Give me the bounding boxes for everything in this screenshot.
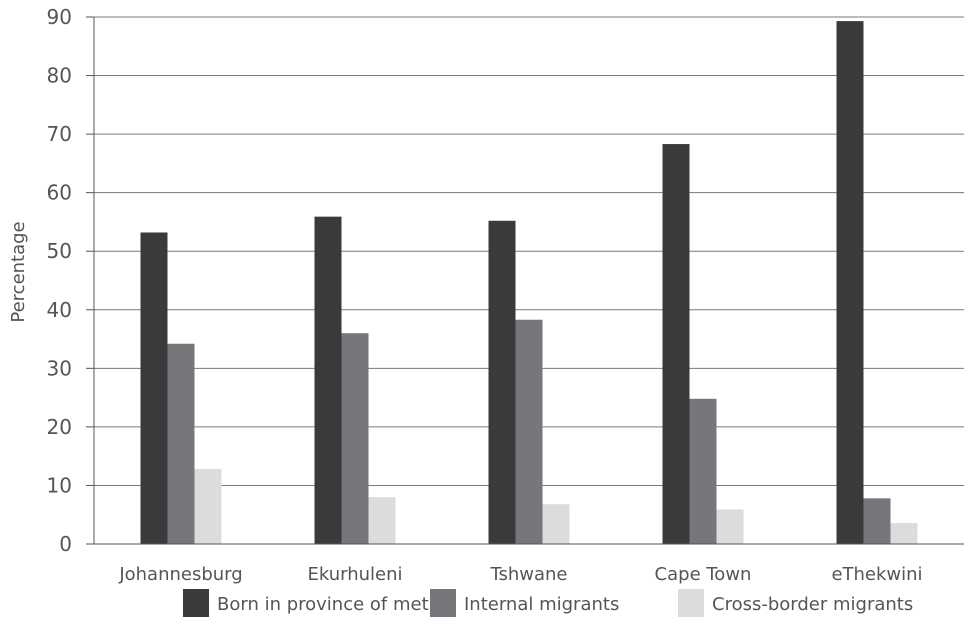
bar-ekurhuleni-series-2 [341, 333, 369, 544]
legend: Born in province of metro Internal migran… [183, 589, 913, 617]
y-axis-ticks: 0 10 20 30 40 50 60 70 80 90 [47, 5, 94, 556]
x-category-label: Johannesburg [118, 564, 242, 585]
y-tick-label: 90 [47, 5, 72, 29]
y-axis-title: Percentage [8, 221, 29, 322]
bar-ekurhuleni-series-1 [314, 216, 342, 544]
bar-johannesburg-series-3 [194, 469, 222, 544]
x-category-label: eThekwini [831, 564, 922, 585]
x-category-label: Tshwane [489, 564, 567, 585]
bar-cape-town-series-1 [662, 144, 690, 544]
x-category-label: Ekurhuleni [307, 564, 402, 585]
category-labels: Johannesburg Ekurhuleni Tshwane Cape Town eT… [118, 564, 922, 585]
bar-tshwane-series-2 [515, 319, 543, 544]
bar-ethekwini-series-2 [863, 498, 891, 544]
legend-label: Born in province of metro [217, 594, 447, 615]
legend-swatch [183, 589, 209, 617]
y-tick-label: 10 [47, 473, 72, 497]
y-tick-label: 20 [47, 415, 72, 439]
bar-ethekwini-series-1 [836, 21, 864, 545]
bars [140, 21, 918, 545]
y-tick-label: 0 [59, 532, 72, 556]
axes [93, 17, 964, 545]
bar-tshwane-series-3 [542, 504, 570, 544]
y-tick-label: 50 [47, 239, 72, 263]
bar-ethekwini-series-3 [890, 522, 918, 544]
bar-johannesburg-series-2 [167, 343, 195, 544]
bar-johannesburg-series-1 [140, 232, 168, 545]
bar-cape-town-series-2 [689, 398, 717, 544]
y-tick-label: 40 [47, 298, 72, 322]
y-tick-label: 70 [47, 122, 72, 146]
legend-swatch [678, 589, 704, 617]
bar-cape-town-series-3 [716, 509, 744, 544]
bar-ekurhuleni-series-3 [368, 497, 396, 544]
legend-label: Cross-border migrants [712, 594, 913, 615]
y-tick-label: 60 [47, 181, 72, 205]
legend-swatch [430, 589, 456, 617]
y-tick-label: 80 [47, 64, 72, 88]
bar-tshwane-series-1 [488, 220, 516, 545]
legend-label: Internal migrants [464, 594, 619, 615]
gridlines [94, 16, 964, 486]
x-category-label: Cape Town [655, 564, 752, 585]
y-tick-label: 30 [47, 356, 72, 380]
